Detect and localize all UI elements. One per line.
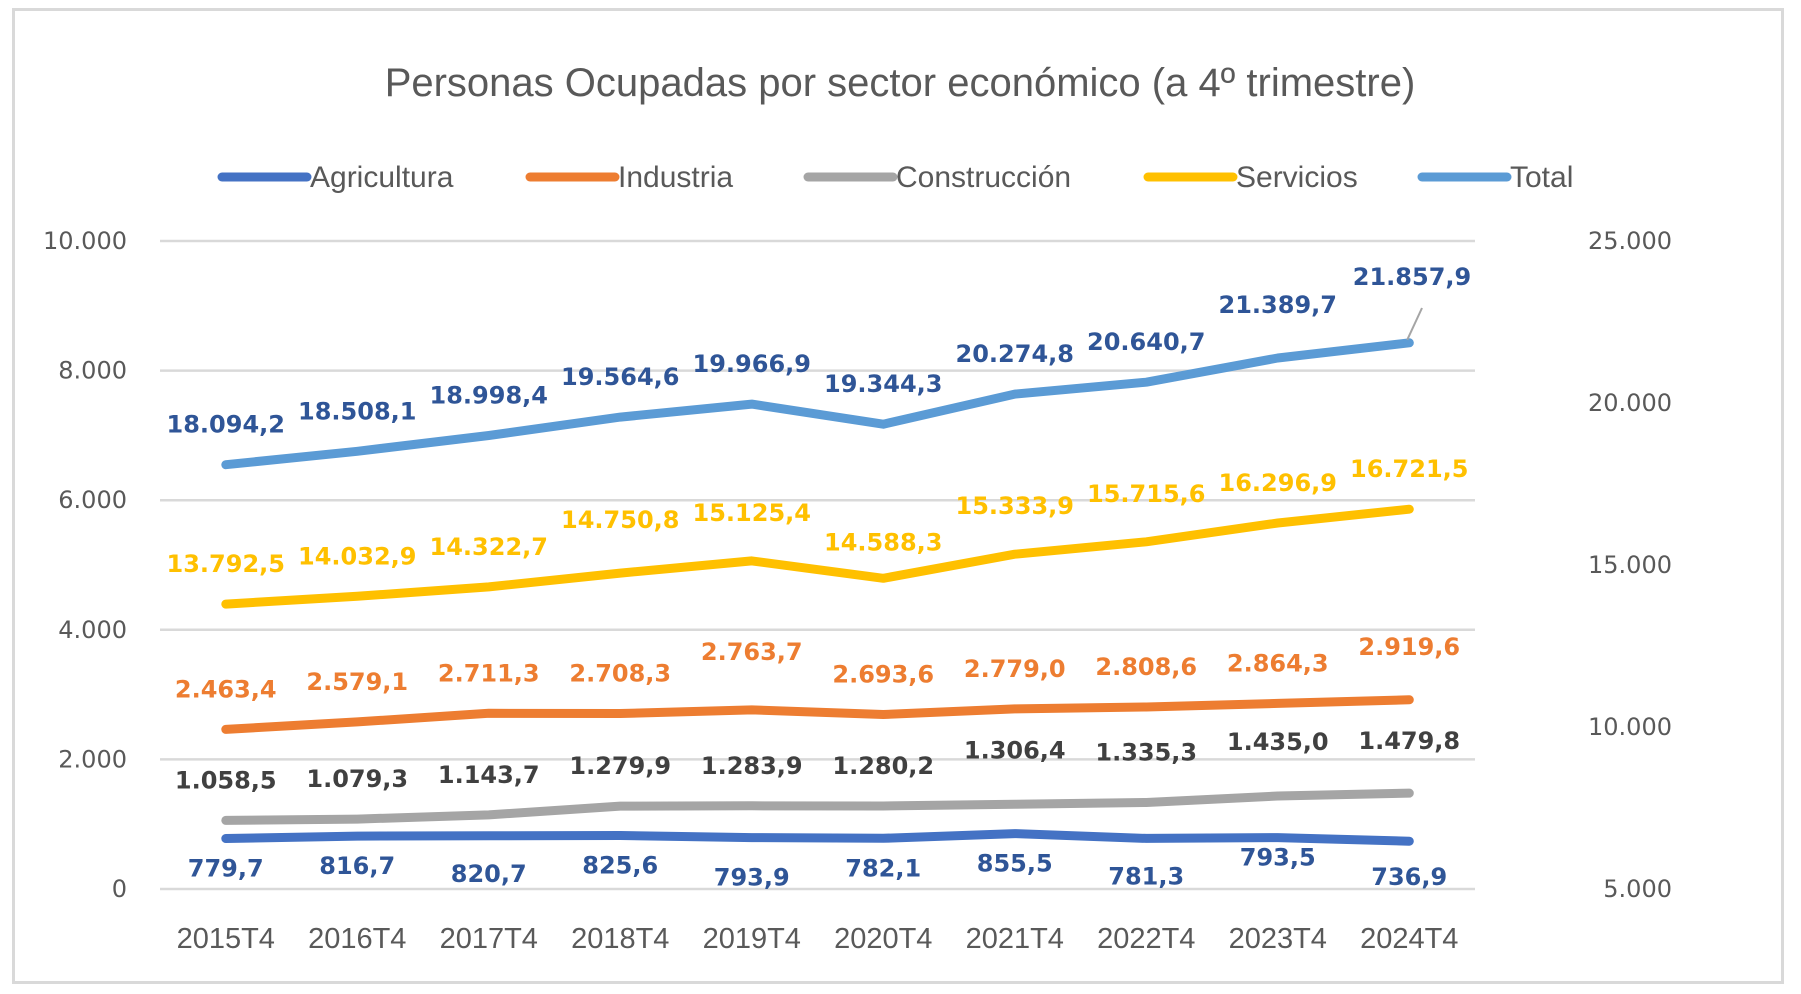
data-label-construcción: 1.143,7 [438,761,540,789]
data-label-agricultura: 736,9 [1371,863,1447,891]
x-tick-label: 2023T4 [1229,923,1327,955]
y-right-tick-label: 10.000 [1588,713,1672,741]
y-axis-right: 5.000 10.000 15.000 20.000 25.000 [1588,227,1672,903]
data-label-servicios: 14.322,7 [430,533,548,561]
y-left-tick-label: 10.000 [43,227,127,255]
legend-label: Total [1510,161,1573,194]
legend-item-agricultura[interactable]: Agricultura [217,161,454,194]
series-lines [221,338,1414,846]
data-label-industria: 2.763,7 [701,638,803,666]
data-label-total: 20.274,8 [956,340,1074,368]
legend: Agricultura Industria Construcción Servicio… [217,161,1573,194]
x-tick-label: 2019T4 [703,923,801,955]
x-axis: 2015T4 2016T4 2017T4 2018T4 2019T4 2020T4 2021… [177,923,1459,955]
x-tick-label: 2015T4 [177,923,275,955]
legend-label: Industria [618,161,733,194]
data-label-construcción: 1.058,5 [175,766,277,794]
data-label-industria: 2.864,3 [1227,649,1329,677]
y-left-tick-label: 2.000 [58,745,127,773]
data-label-agricultura: 825,6 [582,852,658,880]
legend-label: Servicios [1236,161,1358,194]
data-label-servicios: 15.333,9 [956,492,1074,520]
data-label-total: 19.966,9 [693,350,811,378]
data-label-servicios: 16.721,5 [1350,455,1468,483]
data-label-agricultura: 782,1 [845,854,921,882]
y-left-tick-label: 8.000 [58,357,127,385]
data-label-construcción: 1.335,3 [1095,738,1197,766]
x-tick-label: 2022T4 [1097,923,1195,955]
y-left-tick-label: 6.000 [58,486,127,514]
data-label-industria: 2.779,0 [964,655,1066,683]
data-label-servicios: 14.750,8 [561,506,679,534]
x-tick-label: 2021T4 [966,923,1064,955]
legend-label: Agricultura [310,161,454,194]
y-right-tick-label: 20.000 [1588,389,1672,417]
data-label-industria: 2.579,1 [306,668,408,696]
data-label-agricultura: 781,3 [1108,862,1184,890]
data-label-industria: 2.693,6 [832,660,934,688]
series-line-agricultura [221,829,1414,846]
x-tick-label: 2018T4 [571,923,669,955]
data-label-construcción: 1.479,8 [1358,727,1460,755]
data-label-servicios: 14.588,3 [824,528,942,556]
series-line-construcción [221,788,1414,825]
data-label-industria: 2.463,4 [175,675,277,703]
data-label-construcción: 1.283,9 [701,752,803,780]
y-axis-left: 0 2.000 4.000 6.000 8.000 10.000 [43,227,127,903]
y-right-tick-label: 5.000 [1603,875,1672,903]
data-label-total: 18.998,4 [430,381,548,409]
data-label-servicios: 15.125,4 [693,499,811,527]
legend-item-industria[interactable]: Industria [525,161,733,194]
x-tick-label: 2024T4 [1360,923,1458,955]
data-label-servicios: 13.792,5 [167,550,285,578]
data-label-agricultura: 820,7 [451,860,527,888]
data-label-servicios: 14.032,9 [298,542,416,570]
y-right-tick-label: 15.000 [1588,551,1672,579]
data-label-industria: 2.711,3 [438,659,540,687]
data-label-servicios: 16.296,9 [1219,469,1337,497]
data-label-construcción: 1.279,9 [569,752,671,780]
data-label-total: 20.640,7 [1087,328,1205,356]
series-line-total [221,338,1414,470]
data-label-industria: 2.919,6 [1358,633,1460,661]
x-tick-label: 2020T4 [834,923,932,955]
leader-line [1406,307,1423,341]
series-line-servicios [221,504,1414,609]
data-label-total: 21.857,9 [1353,263,1471,291]
x-tick-label: 2016T4 [308,923,406,955]
data-label-total: 19.564,6 [561,363,679,391]
data-label-industria: 2.808,6 [1095,653,1197,681]
data-label-total: 18.094,2 [167,411,285,439]
chart-title: Personas Ocupadas por sector económico (… [385,61,1416,105]
data-label-industria: 2.708,3 [569,660,671,688]
legend-item-servicios[interactable]: Servicios [1143,161,1358,194]
y-right-tick-label: 25.000 [1588,227,1672,255]
data-labels: 779,7 816,7 820,7 825,6 793,9 782,1 855,5 781,3… [167,263,1472,892]
data-label-construcción: 1.306,4 [964,736,1066,764]
data-label-servicios: 15.715,6 [1087,480,1205,508]
data-label-total: 21.389,7 [1219,291,1337,319]
data-label-agricultura: 793,9 [714,864,790,892]
data-label-agricultura: 816,7 [319,852,395,880]
legend-item-construcción[interactable]: Construcción [803,161,1071,194]
data-label-construcción: 1.280,2 [832,752,934,780]
data-label-agricultura: 793,5 [1240,844,1316,872]
y-left-tick-label: 0 [112,875,127,903]
legend-item-total[interactable]: Total [1417,161,1573,194]
data-label-total: 19.344,3 [824,370,942,398]
series-line-industria [221,695,1414,734]
y-left-tick-label: 4.000 [58,616,127,644]
data-label-construcción: 1.079,3 [306,765,408,793]
legend-label: Construcción [896,161,1071,194]
gridlines [160,239,1475,891]
data-label-construcción: 1.435,0 [1227,728,1329,756]
data-label-agricultura: 855,5 [977,850,1053,878]
x-tick-label: 2017T4 [440,923,538,955]
data-label-agricultura: 779,7 [188,854,264,882]
data-label-total: 18.508,1 [298,397,416,425]
